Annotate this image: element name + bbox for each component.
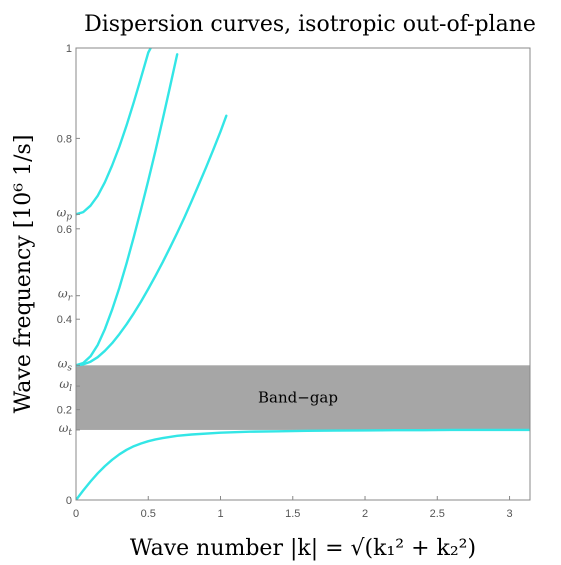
symbolic-tick-label: ωl	[59, 377, 72, 394]
x-tick-label: 2	[362, 508, 368, 520]
y-tick-label: 1	[66, 43, 72, 55]
x-tick-label: 1	[217, 508, 223, 520]
plot-area: Band−gap	[75, 47, 531, 501]
y-tick-label: 0	[66, 495, 72, 507]
x-tick-label: 2.5	[430, 508, 445, 520]
x-axis-label: Wave number |k| = √(k₁² + k₂²)	[130, 536, 476, 561]
y-tick-label: 0.8	[57, 133, 72, 145]
dispersion-branch-4	[76, 48, 153, 216]
dispersion-branch-2	[76, 114, 228, 367]
symbolic-tick-label: ωt	[59, 421, 73, 438]
y-tick-label: 0.6	[57, 224, 72, 236]
y-axis-label: Wave frequency [10⁶ 1/s]	[11, 135, 36, 414]
x-axis-ticks: 0 0.5 1 1.5 2 2.5 3	[73, 496, 513, 520]
symbolic-tick-label: ωs	[58, 356, 73, 373]
symbolic-tick-label: ωp	[56, 205, 72, 222]
symbolic-tick-label: ωr	[58, 287, 73, 304]
dispersion-branch-3	[76, 53, 179, 367]
y-tick-label: 0.2	[57, 405, 72, 417]
y-tick-label: 0.4	[57, 314, 72, 326]
chart-title: Dispersion curves, isotropic out-of-plan…	[84, 12, 536, 37]
series-group	[76, 48, 530, 500]
x-tick-label: 0	[73, 508, 79, 520]
x-tick-label: 3	[506, 508, 512, 520]
band-gap-label: Band−gap	[258, 389, 338, 407]
plot-frame	[75, 47, 531, 501]
x-tick-label: 0.5	[141, 508, 156, 520]
band-gap-region	[76, 365, 530, 430]
y-axis-ticks: 0 0.2 0.4 0.6 0.8 1	[57, 43, 80, 507]
dispersion-branch-1	[76, 428, 530, 500]
symbolic-frequency-ticks: ωp ωr ωs ωl ωt	[56, 205, 80, 438]
x-tick-label: 1.5	[285, 508, 300, 520]
